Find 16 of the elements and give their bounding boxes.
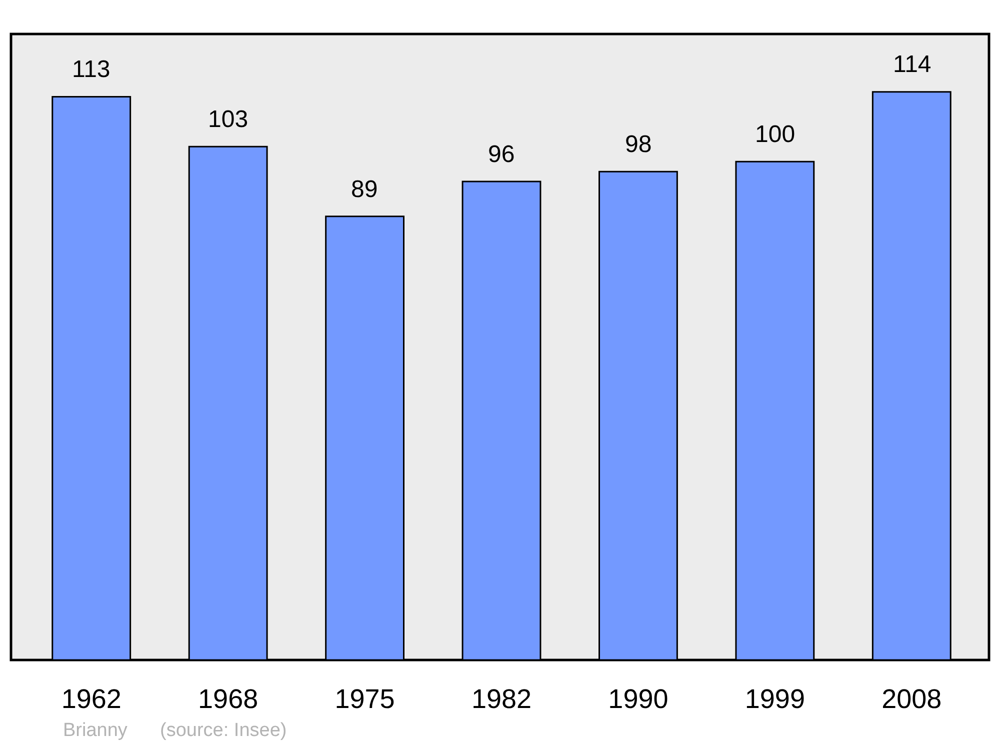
x-tick-label: 1982 [471,684,532,714]
x-tick-label: 2008 [882,684,942,714]
data-label: 96 [488,141,515,168]
text: (source: Insee) [160,720,287,741]
data-label: 114 [893,51,932,78]
x-tick-label: 1968 [198,684,258,714]
data-label: 89 [351,176,378,203]
x-tick-label: 1962 [61,684,122,714]
data-label: 100 [755,121,796,148]
x-tick-label: 1975 [334,684,395,714]
data-label: 98 [625,131,652,158]
x-tick-label: 1999 [744,684,805,714]
x-tick-label: 1990 [608,684,668,714]
data-label: 113 [72,56,110,83]
data-label: 103 [208,106,248,133]
text: Brianny [63,720,128,741]
